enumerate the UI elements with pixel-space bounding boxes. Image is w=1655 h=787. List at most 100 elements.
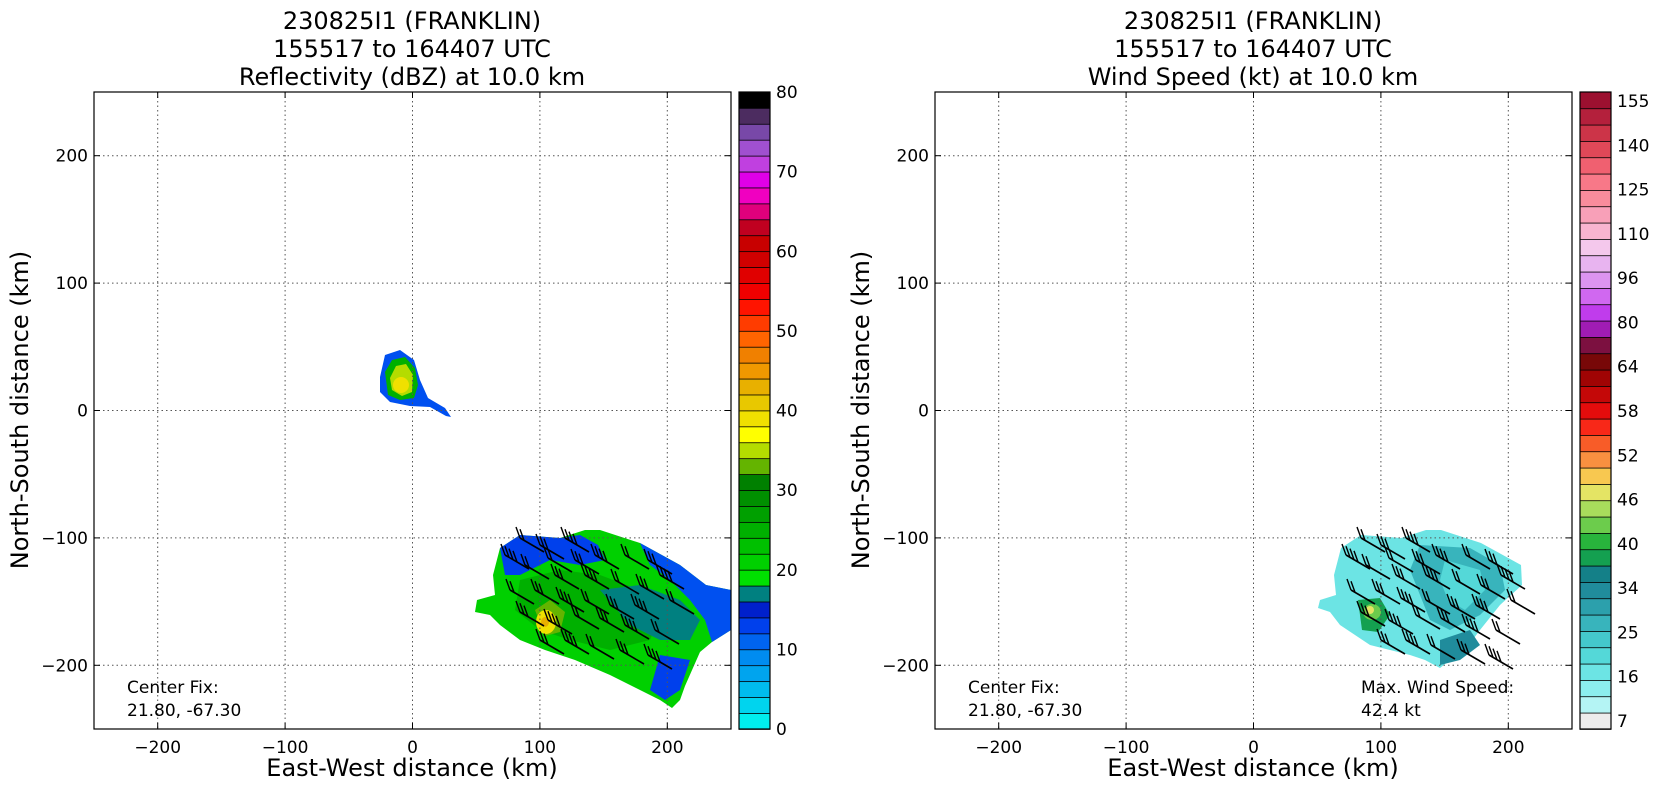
- wind-barb: [1361, 553, 1391, 580]
- wind-barb: [570, 548, 600, 575]
- wind-barb: [1411, 603, 1441, 630]
- colorbar-swatch: [738, 139, 771, 157]
- colorbar-swatch: [738, 553, 771, 571]
- colorbar-swatch: [1579, 516, 1612, 534]
- colorbar-swatch: [1579, 532, 1612, 551]
- wind-barb: [515, 526, 545, 553]
- wind-barb: [550, 563, 580, 590]
- colorbar-label: 10: [776, 640, 798, 660]
- wind-barb: [515, 600, 545, 627]
- colorbar-swatch: [1579, 483, 1612, 502]
- x-tick-label: 0: [1248, 738, 1259, 758]
- wind-barb: [1461, 613, 1491, 640]
- colorbar-swatch: [738, 91, 771, 109]
- x-tick-label: 100: [524, 738, 556, 758]
- wind-barb: [530, 578, 560, 605]
- wind-barb: [1471, 593, 1501, 620]
- wind-barb: [1371, 578, 1401, 605]
- colorbar-swatch: [1579, 320, 1612, 338]
- x-axis-label: East-West distance (km): [266, 754, 557, 782]
- colorbar-swatch: [1579, 303, 1612, 322]
- wind-barb: [610, 568, 640, 595]
- colorbar-swatch: [738, 601, 771, 619]
- colorbar-swatch: [738, 457, 771, 475]
- colorbar-label: 20: [776, 561, 798, 581]
- colorbar-swatch: [738, 505, 771, 523]
- wind-barb: [605, 593, 635, 620]
- wind-barb: [595, 606, 625, 633]
- colorbar-swatch: [1579, 205, 1612, 224]
- x-tick-label: 200: [651, 738, 683, 758]
- wind-barb: [1446, 593, 1476, 620]
- center-fix-label: Center Fix:: [127, 678, 219, 698]
- colorbar-swatch: [738, 346, 771, 364]
- colorbar-swatch: [1579, 712, 1612, 730]
- colorbar-swatch: [1579, 565, 1612, 583]
- wind-barb: [570, 603, 600, 630]
- wind-barb: [1401, 526, 1431, 553]
- title-line-2: 155517 to 164407 UTC: [1114, 35, 1392, 63]
- wind-barb: [1391, 563, 1421, 590]
- x-tick-label: −200: [134, 738, 181, 758]
- wind-barb: [620, 543, 650, 570]
- colorbar-swatch: [738, 266, 771, 284]
- y-tick-label: 0: [918, 402, 929, 422]
- colorbar-label: 40: [1617, 535, 1639, 555]
- colorbar-swatch: [738, 712, 771, 730]
- colorbar-label: 34: [1617, 579, 1639, 599]
- colorbar-label: 80: [776, 83, 798, 103]
- wind-barb: [560, 526, 590, 553]
- colorbar-swatch: [738, 330, 771, 348]
- colorbar-swatch: [738, 250, 771, 268]
- x-tick-label: 200: [1492, 738, 1524, 758]
- wind-barb: [1484, 643, 1514, 670]
- x-tick-label: 0: [407, 738, 418, 758]
- colorbar-swatch: [738, 633, 771, 651]
- axis-ticks: −200 −100 0 100 200 −200 −100 0 100 200: [41, 92, 731, 758]
- x-tick-label: 100: [1365, 738, 1397, 758]
- wind-barb: [1496, 563, 1526, 590]
- colorbar-frame: [738, 91, 771, 730]
- wind-barb: [643, 643, 673, 670]
- reflectivity-field: [380, 350, 731, 708]
- wind-barb: [650, 618, 680, 645]
- colorbar-label: 25: [1617, 623, 1639, 643]
- colorbar: 0 10 20 30 40 50 60 70 80: [738, 83, 798, 740]
- colorbar-swatch: [1579, 434, 1612, 453]
- colorbar-label: 110: [1617, 225, 1649, 245]
- colorbar-swatch: [738, 234, 771, 253]
- colorbar-label: 64: [1617, 358, 1639, 378]
- y-tick-label: −200: [41, 656, 88, 676]
- wind-barb: [535, 628, 565, 655]
- colorbar-label: 70: [776, 163, 798, 183]
- y-tick-label: −100: [882, 529, 929, 549]
- wind-barb: [520, 553, 550, 580]
- colorbar-swatch: [1579, 614, 1612, 632]
- colorbar-swatch: [738, 107, 771, 125]
- wind-barb: [1421, 563, 1451, 590]
- colorbar-swatch: [1579, 646, 1612, 665]
- colorbar-swatch: [1579, 695, 1612, 714]
- colorbar-label: 155: [1617, 92, 1649, 112]
- colorbar-swatch: [1579, 91, 1612, 110]
- colorbar-swatch: [738, 314, 771, 332]
- colorbar-swatch: [738, 203, 771, 221]
- colorbar-swatch: [1579, 401, 1612, 420]
- colorbar-swatch: [1579, 254, 1612, 273]
- wind-barb: [1384, 608, 1414, 635]
- colorbar: 7 16 25 34 40 46 52 58 64 80 96 110 125 140 155: [1579, 91, 1649, 732]
- wind-barb: [655, 563, 685, 590]
- colorbar-label: 125: [1617, 181, 1649, 201]
- x-tick-label: −100: [1103, 738, 1150, 758]
- colorbar-swatch: [738, 282, 771, 300]
- center-fix-value: 21.80, -67.30: [127, 701, 241, 721]
- colorbar-swatch: [1579, 140, 1612, 159]
- y-tick-label: 200: [56, 147, 88, 167]
- colorbar-swatch: [738, 585, 771, 603]
- wind-barb: [1476, 573, 1506, 600]
- colorbar-swatch: [1579, 222, 1612, 240]
- title-line-1: 230825I1 (FRANKLIN): [283, 7, 541, 35]
- reflectivity-panel: 230825I1 (FRANKLIN) 155517 to 164407 UTC…: [6, 7, 798, 782]
- colorbar-swatch: [1579, 369, 1612, 387]
- colorbar-label: 16: [1617, 668, 1639, 688]
